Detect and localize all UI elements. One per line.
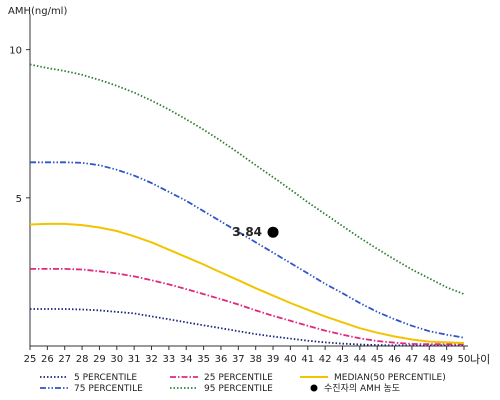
series-line-95-percentile: [29, 63, 465, 295]
x-tick-label: 32: [145, 354, 158, 365]
x-tick-label: 33: [163, 354, 176, 365]
series-line-25-percentile: [30, 268, 464, 346]
legend-label: 95 PERCENTILE: [204, 384, 273, 394]
patient-amh-value-label: 3.84: [232, 225, 262, 239]
series-lines: [29, 63, 465, 347]
x-tick-label: 36: [215, 354, 228, 365]
x-tick-label: 28: [76, 354, 89, 365]
x-tick-label: 42: [319, 354, 332, 365]
x-tick-label: 50: [458, 354, 471, 365]
x-tick-label: 29: [93, 354, 106, 365]
x-tick-label: 26: [41, 354, 54, 365]
x-tick-label: 45: [371, 354, 384, 365]
legend-label: 25 PERCENTILE: [204, 373, 273, 383]
x-tick-label: 46: [388, 354, 401, 365]
legend-point-marker: [310, 384, 318, 392]
x-tick-label: 37: [232, 354, 245, 365]
y-axis-title: AMH(ng/ml): [8, 6, 67, 17]
patient-point-layer: 3.84: [232, 225, 279, 239]
x-tick-label: 49: [440, 354, 453, 365]
y-tick-label: 10: [9, 46, 22, 57]
x-tick-label: 47: [406, 354, 419, 365]
x-tick-label: 34: [180, 354, 193, 365]
legend: 5 PERCENTILE 25 PERCENTILE MEDIAN(50 PERCE…: [40, 373, 446, 394]
x-axis-unit-label: 나이: [470, 353, 490, 366]
axes: AMH(ng/ml) 5 10 25 26 27 28 29 30 31 32 33 34 35 36 37 3…: [8, 6, 490, 366]
x-tick-label: 25: [24, 354, 37, 365]
series-line-75-percentile: [30, 161, 465, 339]
x-tick-label: 43: [336, 354, 349, 365]
x-tick-label: 44: [353, 354, 366, 365]
x-tick-label: 38: [249, 354, 262, 365]
x-tick-label: 48: [423, 354, 436, 365]
x-tick-label: 30: [110, 354, 123, 365]
y-tick-label: 5: [16, 194, 22, 205]
legend-label: MEDIAN(50 PERCENTILE): [334, 373, 446, 383]
patient-amh-point: [267, 226, 279, 238]
legend-label: 수진자의 AMH 농도: [324, 383, 400, 394]
x-tick-label: 27: [58, 354, 71, 365]
x-tick-label: 40: [284, 354, 297, 365]
x-tick-label: 41: [301, 354, 314, 365]
x-tick-label: 35: [197, 354, 210, 365]
legend-label: 75 PERCENTILE: [74, 384, 143, 394]
x-tick-label: 39: [267, 354, 280, 365]
series-line-median-50-percentile: [29, 222, 465, 344]
x-tick-label: 31: [128, 354, 141, 365]
series-line-5-percentile: [30, 308, 465, 347]
legend-label: 5 PERCENTILE: [74, 373, 137, 383]
